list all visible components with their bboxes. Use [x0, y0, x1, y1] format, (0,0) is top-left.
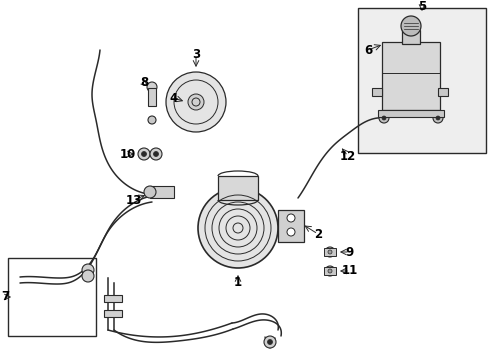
Bar	[150, 186, 174, 198]
Bar	[104, 310, 122, 317]
Circle shape	[327, 250, 331, 254]
Text: 4: 4	[169, 91, 178, 104]
Circle shape	[325, 247, 334, 257]
Circle shape	[400, 16, 420, 36]
Circle shape	[147, 82, 157, 92]
Circle shape	[378, 113, 388, 123]
Text: 5: 5	[417, 0, 425, 13]
Text: 9: 9	[345, 246, 353, 258]
Bar	[148, 88, 156, 106]
Bar	[218, 176, 258, 200]
Circle shape	[141, 152, 146, 157]
Circle shape	[187, 94, 203, 110]
Bar	[357, 8, 485, 153]
Circle shape	[325, 266, 334, 276]
Circle shape	[286, 214, 294, 222]
Bar	[324, 267, 335, 275]
Circle shape	[82, 264, 94, 276]
Circle shape	[381, 116, 385, 120]
Bar	[381, 42, 439, 110]
Bar	[377, 110, 443, 117]
Circle shape	[165, 72, 225, 132]
Circle shape	[153, 152, 158, 157]
Text: 11: 11	[341, 265, 357, 278]
Text: 8: 8	[140, 77, 148, 90]
Circle shape	[327, 269, 331, 273]
Bar	[324, 248, 335, 256]
Circle shape	[264, 336, 275, 348]
Circle shape	[150, 148, 162, 160]
Circle shape	[148, 116, 156, 124]
Circle shape	[138, 148, 150, 160]
Circle shape	[267, 339, 272, 345]
Circle shape	[82, 270, 94, 282]
Circle shape	[192, 98, 200, 106]
Text: 6: 6	[363, 44, 371, 57]
Text: 1: 1	[233, 275, 242, 288]
Bar	[371, 88, 381, 96]
Text: 13: 13	[125, 194, 142, 207]
Circle shape	[286, 228, 294, 236]
Circle shape	[432, 113, 442, 123]
Bar	[278, 210, 304, 242]
Circle shape	[198, 188, 278, 268]
Text: 3: 3	[192, 48, 200, 60]
Bar	[437, 88, 447, 96]
Text: 12: 12	[339, 149, 355, 162]
Text: 10: 10	[120, 148, 136, 161]
Bar	[104, 295, 122, 302]
Circle shape	[435, 116, 439, 120]
Text: 7: 7	[1, 291, 9, 303]
Text: 2: 2	[313, 228, 322, 240]
Bar	[8, 258, 96, 336]
Bar	[401, 30, 419, 44]
Circle shape	[143, 186, 156, 198]
